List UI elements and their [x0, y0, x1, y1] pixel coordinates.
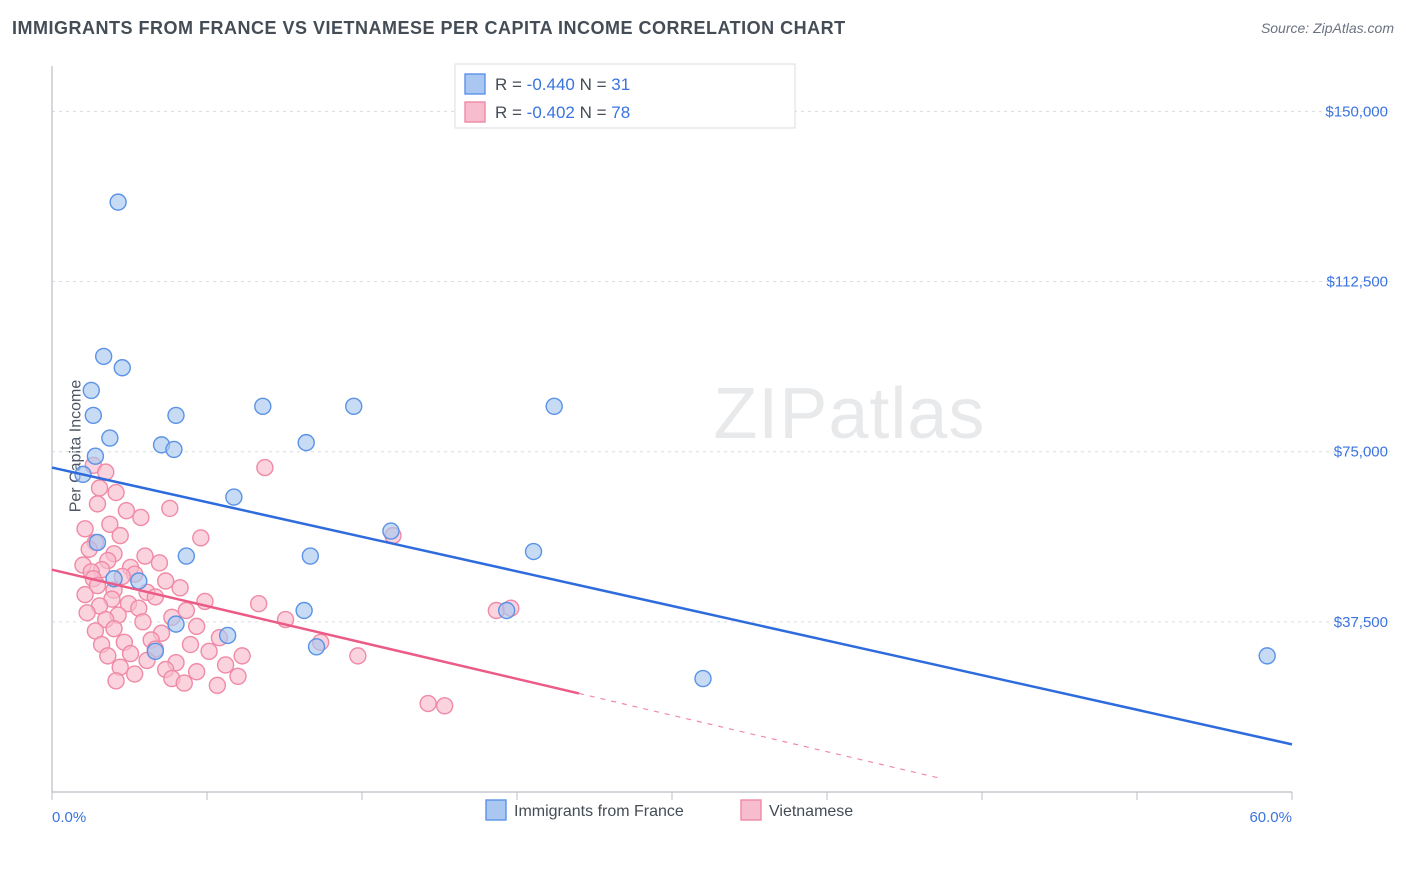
scatter-point: [108, 485, 124, 501]
scatter-point: [108, 673, 124, 689]
scatter-point: [137, 548, 153, 564]
scatter-point: [166, 441, 182, 457]
scatter-point: [83, 382, 99, 398]
source-label: Source: ZipAtlas.com: [1261, 20, 1394, 36]
scatter-point: [296, 603, 312, 619]
scatter-point: [209, 677, 225, 693]
scatter-point: [168, 616, 184, 632]
scatter-point: [77, 587, 93, 603]
scatter-point: [499, 603, 515, 619]
scatter-point: [298, 435, 314, 451]
scatter-point: [178, 548, 194, 564]
y-tick-label: $75,000: [1334, 444, 1388, 461]
scatter-point: [114, 360, 130, 376]
scatter-point: [255, 398, 271, 414]
y-tick-label: $37,500: [1334, 614, 1388, 631]
scatter-point: [257, 460, 273, 476]
scatter-point: [106, 621, 122, 637]
scatter-point: [383, 523, 399, 539]
scatter-point: [96, 348, 112, 364]
correlation-chart: 0.0% 60.0% $37,500 $75,000 $112,500 $150,000 Z…: [46, 60, 1394, 840]
legend-series-label: Immigrants from France: [514, 803, 684, 820]
scatter-point: [1259, 648, 1275, 664]
scatter-point: [302, 548, 318, 564]
scatter-point: [110, 194, 126, 210]
scatter-point: [220, 627, 236, 643]
scatter-point: [100, 648, 116, 664]
scatter-point: [189, 664, 205, 680]
scatter-point: [135, 614, 151, 630]
scatter-point: [546, 398, 562, 414]
legend-swatch: [465, 74, 485, 94]
scatter-point: [87, 448, 103, 464]
scatter-point: [112, 528, 128, 544]
scatter-point: [420, 696, 436, 712]
scatter-point: [158, 573, 174, 589]
legend-swatch: [465, 102, 485, 122]
scatter-point: [168, 407, 184, 423]
scatter-point: [151, 555, 167, 571]
trend-line: [52, 468, 1292, 745]
y-tick-label: $150,000: [1325, 103, 1388, 120]
scatter-point: [147, 643, 163, 659]
scatter-point: [226, 489, 242, 505]
scatter-point: [218, 657, 234, 673]
scatter-point: [230, 668, 246, 684]
scatter-point: [251, 596, 267, 612]
scatter-point: [234, 648, 250, 664]
scatter-point: [92, 480, 108, 496]
scatter-point: [85, 407, 101, 423]
scatter-point: [201, 643, 217, 659]
scatter-point: [162, 500, 178, 516]
scatter-point: [172, 580, 188, 596]
scatter-point: [437, 698, 453, 714]
scatter-point: [123, 646, 139, 662]
page-title: IMMIGRANTS FROM FRANCE VS VIETNAMESE PER…: [12, 18, 846, 38]
scatter-point: [118, 503, 134, 519]
legend-swatch: [741, 800, 761, 820]
legend-series-label: Vietnamese: [769, 803, 853, 820]
legend-stats-row: R = -0.440 N = 31: [495, 75, 630, 94]
scatter-point: [189, 618, 205, 634]
scatter-point: [89, 496, 105, 512]
scatter-point: [102, 430, 118, 446]
scatter-point: [77, 521, 93, 537]
legend-stats-row: R = -0.402 N = 78: [495, 103, 630, 122]
scatter-point: [309, 639, 325, 655]
scatter-point: [695, 671, 711, 687]
scatter-point: [346, 398, 362, 414]
scatter-point: [350, 648, 366, 664]
scatter-point: [147, 589, 163, 605]
scatter-point: [193, 530, 209, 546]
trend-line-extrapolated: [579, 693, 941, 778]
scatter-point: [127, 666, 143, 682]
scatter-point: [79, 605, 95, 621]
scatter-point: [176, 675, 192, 691]
scatter-point: [89, 534, 105, 550]
scatter-point: [526, 544, 542, 560]
scatter-point: [131, 573, 147, 589]
scatter-point: [178, 603, 194, 619]
scatter-point: [182, 637, 198, 653]
y-tick-label: $112,500: [1327, 274, 1388, 291]
watermark: ZIPatlas: [713, 374, 985, 454]
x-tick-label: 0.0%: [52, 809, 86, 826]
x-tick-label: 60.0%: [1249, 809, 1292, 826]
legend-swatch: [486, 800, 506, 820]
scatter-point: [133, 509, 149, 525]
